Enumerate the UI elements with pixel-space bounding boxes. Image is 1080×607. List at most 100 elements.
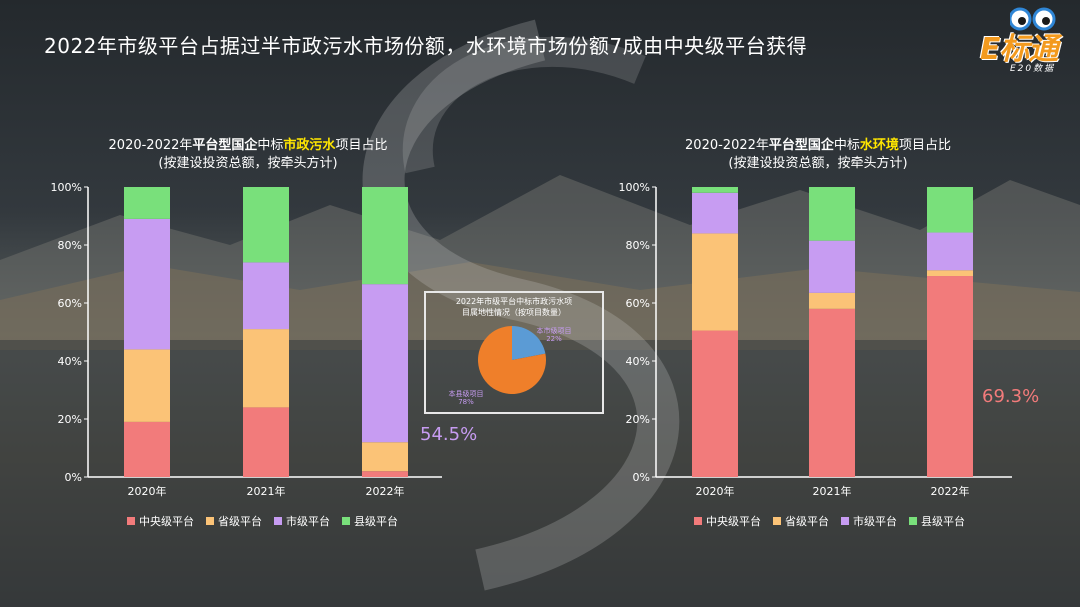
left-y-tick-label: 100%: [51, 181, 82, 194]
right-y-tick-label: 60%: [626, 297, 650, 310]
left-legend-label: 市级平台: [286, 515, 330, 528]
left-title-highlight: 市政污水: [283, 138, 336, 153]
right-y-tick-label: 100%: [619, 181, 650, 194]
left-y-tick-label: 20%: [58, 413, 82, 426]
right-bar-0-2: [692, 192, 738, 234]
left-x-tick-label: 2021年: [247, 484, 286, 498]
pie-slice-value-0: 22%: [546, 335, 562, 343]
left-bar-2-0: [362, 471, 408, 477]
right-legend-swatch: [694, 517, 702, 525]
right-title-part-2: 平台型国企: [768, 138, 834, 153]
right-legend-item-0: 中央级平台: [694, 513, 761, 529]
right-title-part-5: 项目占比: [898, 138, 951, 153]
right-bar-0-0: [692, 330, 738, 477]
right-bar-2-2: [927, 232, 973, 271]
right-legend-swatch: [909, 517, 917, 525]
pie-title-line-1: 2022年市级平台中标市政污水项: [455, 297, 573, 306]
right-legend-label: 县级平台: [921, 515, 965, 528]
left-bar-0-2: [124, 218, 170, 350]
right-bar-1-2: [809, 240, 855, 293]
left-bar-2-2: [362, 284, 408, 443]
left-legend-label: 县级平台: [354, 515, 398, 528]
left-bar-0-3: [124, 187, 170, 219]
pie-inset: 2022年市级平台中标市政污水项 目属地性情况（按项目数量） 本市级项目 22% 本…: [424, 291, 604, 414]
page-title: 2022年市级平台占据过半市政污水市场份额，水环境市场份额7成由中央级平台获得: [44, 34, 808, 58]
left-chart-title: 2020-2022年平台型国企中标市政污水项目占比 (按建设投资总额，按牵头方计…: [98, 137, 398, 173]
left-y-tick-label: 60%: [58, 297, 82, 310]
right-x-tick-label: 2021年: [813, 484, 852, 498]
left-x-tick-label: 2022年: [366, 484, 405, 498]
right-legend-swatch: [773, 517, 781, 525]
right-chart-legend: 中央级平台 省级平台 市级平台 县级平台: [694, 513, 965, 529]
left-legend-item-1: 省级平台: [206, 513, 262, 529]
left-legend-label: 省级平台: [218, 515, 262, 528]
left-x-tick-label: 2020年: [128, 484, 167, 498]
right-bar-2-1: [927, 270, 973, 277]
left-legend-item-3: 县级平台: [342, 513, 398, 529]
right-y-tick-label: 80%: [626, 239, 650, 252]
left-chart-legend: 中央级平台 省级平台 市级平台 县级平台: [127, 513, 398, 529]
left-legend-item-2: 市级平台: [274, 513, 330, 529]
left-legend-swatch: [274, 517, 282, 525]
left-bar-1-0: [243, 407, 289, 477]
right-y-tick-label: 0%: [633, 471, 650, 484]
eyes-icon: [1010, 7, 1056, 31]
right-title-part-3: 中标: [833, 138, 860, 153]
left-title-part-2: 平台型国企: [192, 138, 258, 153]
pie-slice-1: [478, 326, 546, 394]
pie-title-line-2: 目属地性情况（按项目数量）: [462, 308, 566, 317]
left-legend-item-0: 中央级平台: [127, 513, 194, 529]
left-legend-swatch: [342, 517, 350, 525]
right-legend-item-1: 省级平台: [773, 513, 829, 529]
left-bar-0-1: [124, 349, 170, 422]
e-biaotong-logo: E标通 E20数据: [972, 6, 1072, 76]
right-x-tick-label: 2022年: [931, 484, 970, 498]
pie-slice-value-1: 78%: [458, 398, 474, 406]
left-legend-label: 中央级平台: [139, 515, 194, 528]
right-bar-1-1: [809, 292, 855, 309]
left-y-tick-label: 40%: [58, 355, 82, 368]
right-title-highlight: 水环境: [859, 138, 899, 153]
left-bar-1-3: [243, 187, 289, 263]
right-bar-1-0: [809, 308, 855, 477]
logo-subtext: E20数据: [1010, 64, 1056, 74]
left-chart-subtitle: (按建设投资总额，按牵头方计): [158, 156, 338, 171]
right-legend-label: 市级平台: [853, 515, 897, 528]
right-title-part-1: 2020-2022年: [685, 138, 769, 153]
left-y-tick-label: 0%: [65, 471, 82, 484]
left-bar-2-3: [362, 187, 408, 285]
right-bar-2-3: [927, 187, 973, 233]
pie-slice-name-0: 本市级项目: [537, 326, 572, 335]
right-callout-label: 69.3%: [982, 386, 1040, 407]
pie-slice-0: [512, 326, 546, 360]
left-legend-swatch: [206, 517, 214, 525]
left-callout-label: 54.5%: [420, 424, 478, 445]
right-chart-title: 2020-2022年平台型国企中标水环境项目占比 (按建设投资总额，按牵头方计): [668, 137, 968, 173]
right-bar-1-3: [809, 187, 855, 241]
pie-title: 2022年市级平台中标市政污水项 目属地性情况（按项目数量）: [426, 296, 602, 318]
left-y-tick-label: 80%: [58, 239, 82, 252]
left-bar-1-1: [243, 329, 289, 408]
right-bar-0-1: [692, 233, 738, 331]
left-bar-1-2: [243, 262, 289, 330]
left-bar-2-1: [362, 442, 408, 472]
left-legend-swatch: [127, 517, 135, 525]
left-title-part-5: 项目占比: [335, 138, 388, 153]
left-title-part-1: 2020-2022年: [108, 138, 193, 153]
right-legend-swatch: [841, 517, 849, 525]
right-x-tick-label: 2020年: [696, 484, 735, 498]
left-bar-0-0: [124, 421, 170, 477]
right-bar-2-0: [927, 276, 973, 477]
right-y-tick-label: 20%: [626, 413, 650, 426]
right-chart-subtitle: (按建设投资总额，按牵头方计): [728, 156, 908, 171]
right-legend-item-3: 县级平台: [909, 513, 965, 529]
right-bar-0-3: [692, 187, 738, 193]
pie-slice-name-1: 本县级项目: [449, 389, 484, 398]
right-legend-item-2: 市级平台: [841, 513, 897, 529]
logo-text: E标通: [980, 32, 1058, 67]
left-title-part-3: 中标: [257, 138, 284, 153]
right-legend-label: 中央级平台: [706, 515, 761, 528]
